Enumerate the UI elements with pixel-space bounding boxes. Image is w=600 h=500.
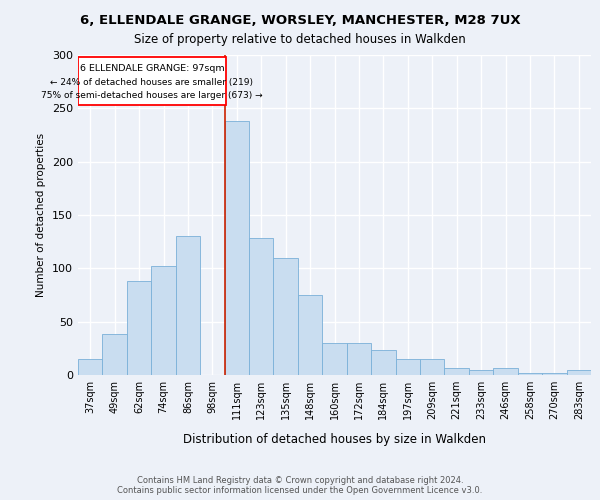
Y-axis label: Number of detached properties: Number of detached properties bbox=[37, 133, 46, 297]
Bar bbox=[445, 368, 469, 375]
X-axis label: Distribution of detached houses by size in Walkden: Distribution of detached houses by size … bbox=[183, 433, 486, 446]
Bar bbox=[103, 334, 127, 375]
Bar bbox=[127, 281, 151, 375]
Bar bbox=[347, 343, 371, 375]
Bar bbox=[224, 121, 249, 375]
Bar bbox=[176, 236, 200, 375]
Text: 75% of semi-detached houses are larger (673) →: 75% of semi-detached houses are larger (… bbox=[41, 91, 263, 100]
Text: 6 ELLENDALE GRANGE: 97sqm: 6 ELLENDALE GRANGE: 97sqm bbox=[80, 64, 224, 73]
Text: Size of property relative to detached houses in Walkden: Size of property relative to detached ho… bbox=[134, 32, 466, 46]
Bar bbox=[274, 258, 298, 375]
Bar bbox=[420, 359, 445, 375]
Bar bbox=[469, 370, 493, 375]
Bar bbox=[298, 295, 322, 375]
Bar bbox=[566, 370, 591, 375]
Text: 6, ELLENDALE GRANGE, WORSLEY, MANCHESTER, M28 7UX: 6, ELLENDALE GRANGE, WORSLEY, MANCHESTER… bbox=[80, 14, 520, 27]
Bar bbox=[518, 373, 542, 375]
FancyBboxPatch shape bbox=[78, 57, 226, 105]
Bar bbox=[322, 343, 347, 375]
Bar bbox=[78, 359, 103, 375]
Bar bbox=[371, 350, 395, 375]
Bar bbox=[395, 359, 420, 375]
Bar bbox=[542, 373, 566, 375]
Text: Contains public sector information licensed under the Open Government Licence v3: Contains public sector information licen… bbox=[118, 486, 482, 495]
Text: ← 24% of detached houses are smaller (219): ← 24% of detached houses are smaller (21… bbox=[50, 78, 253, 86]
Bar bbox=[249, 238, 274, 375]
Text: Contains HM Land Registry data © Crown copyright and database right 2024.: Contains HM Land Registry data © Crown c… bbox=[137, 476, 463, 485]
Bar bbox=[493, 368, 518, 375]
Bar bbox=[151, 266, 176, 375]
